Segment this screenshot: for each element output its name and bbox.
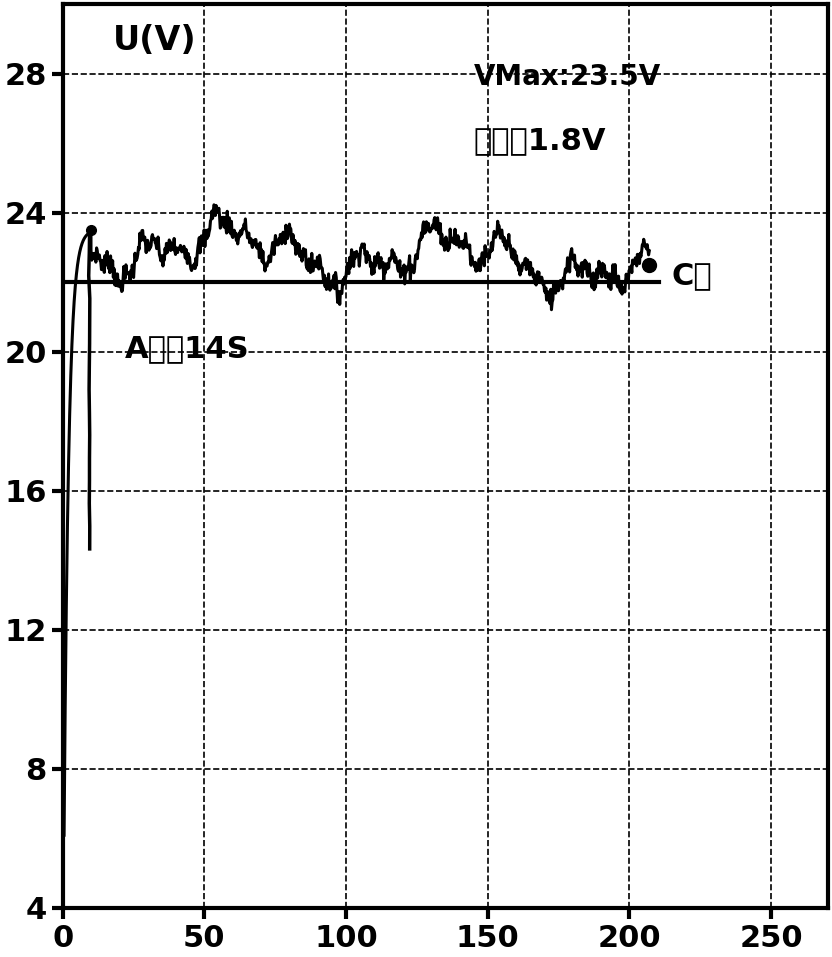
Text: 跃落：1.8V: 跃落：1.8V xyxy=(473,125,606,155)
Text: A点：14S: A点：14S xyxy=(125,334,250,364)
Text: C点: C点 xyxy=(672,260,712,290)
Text: VMax:23.5V: VMax:23.5V xyxy=(473,63,661,91)
Text: U(V): U(V) xyxy=(112,24,196,57)
